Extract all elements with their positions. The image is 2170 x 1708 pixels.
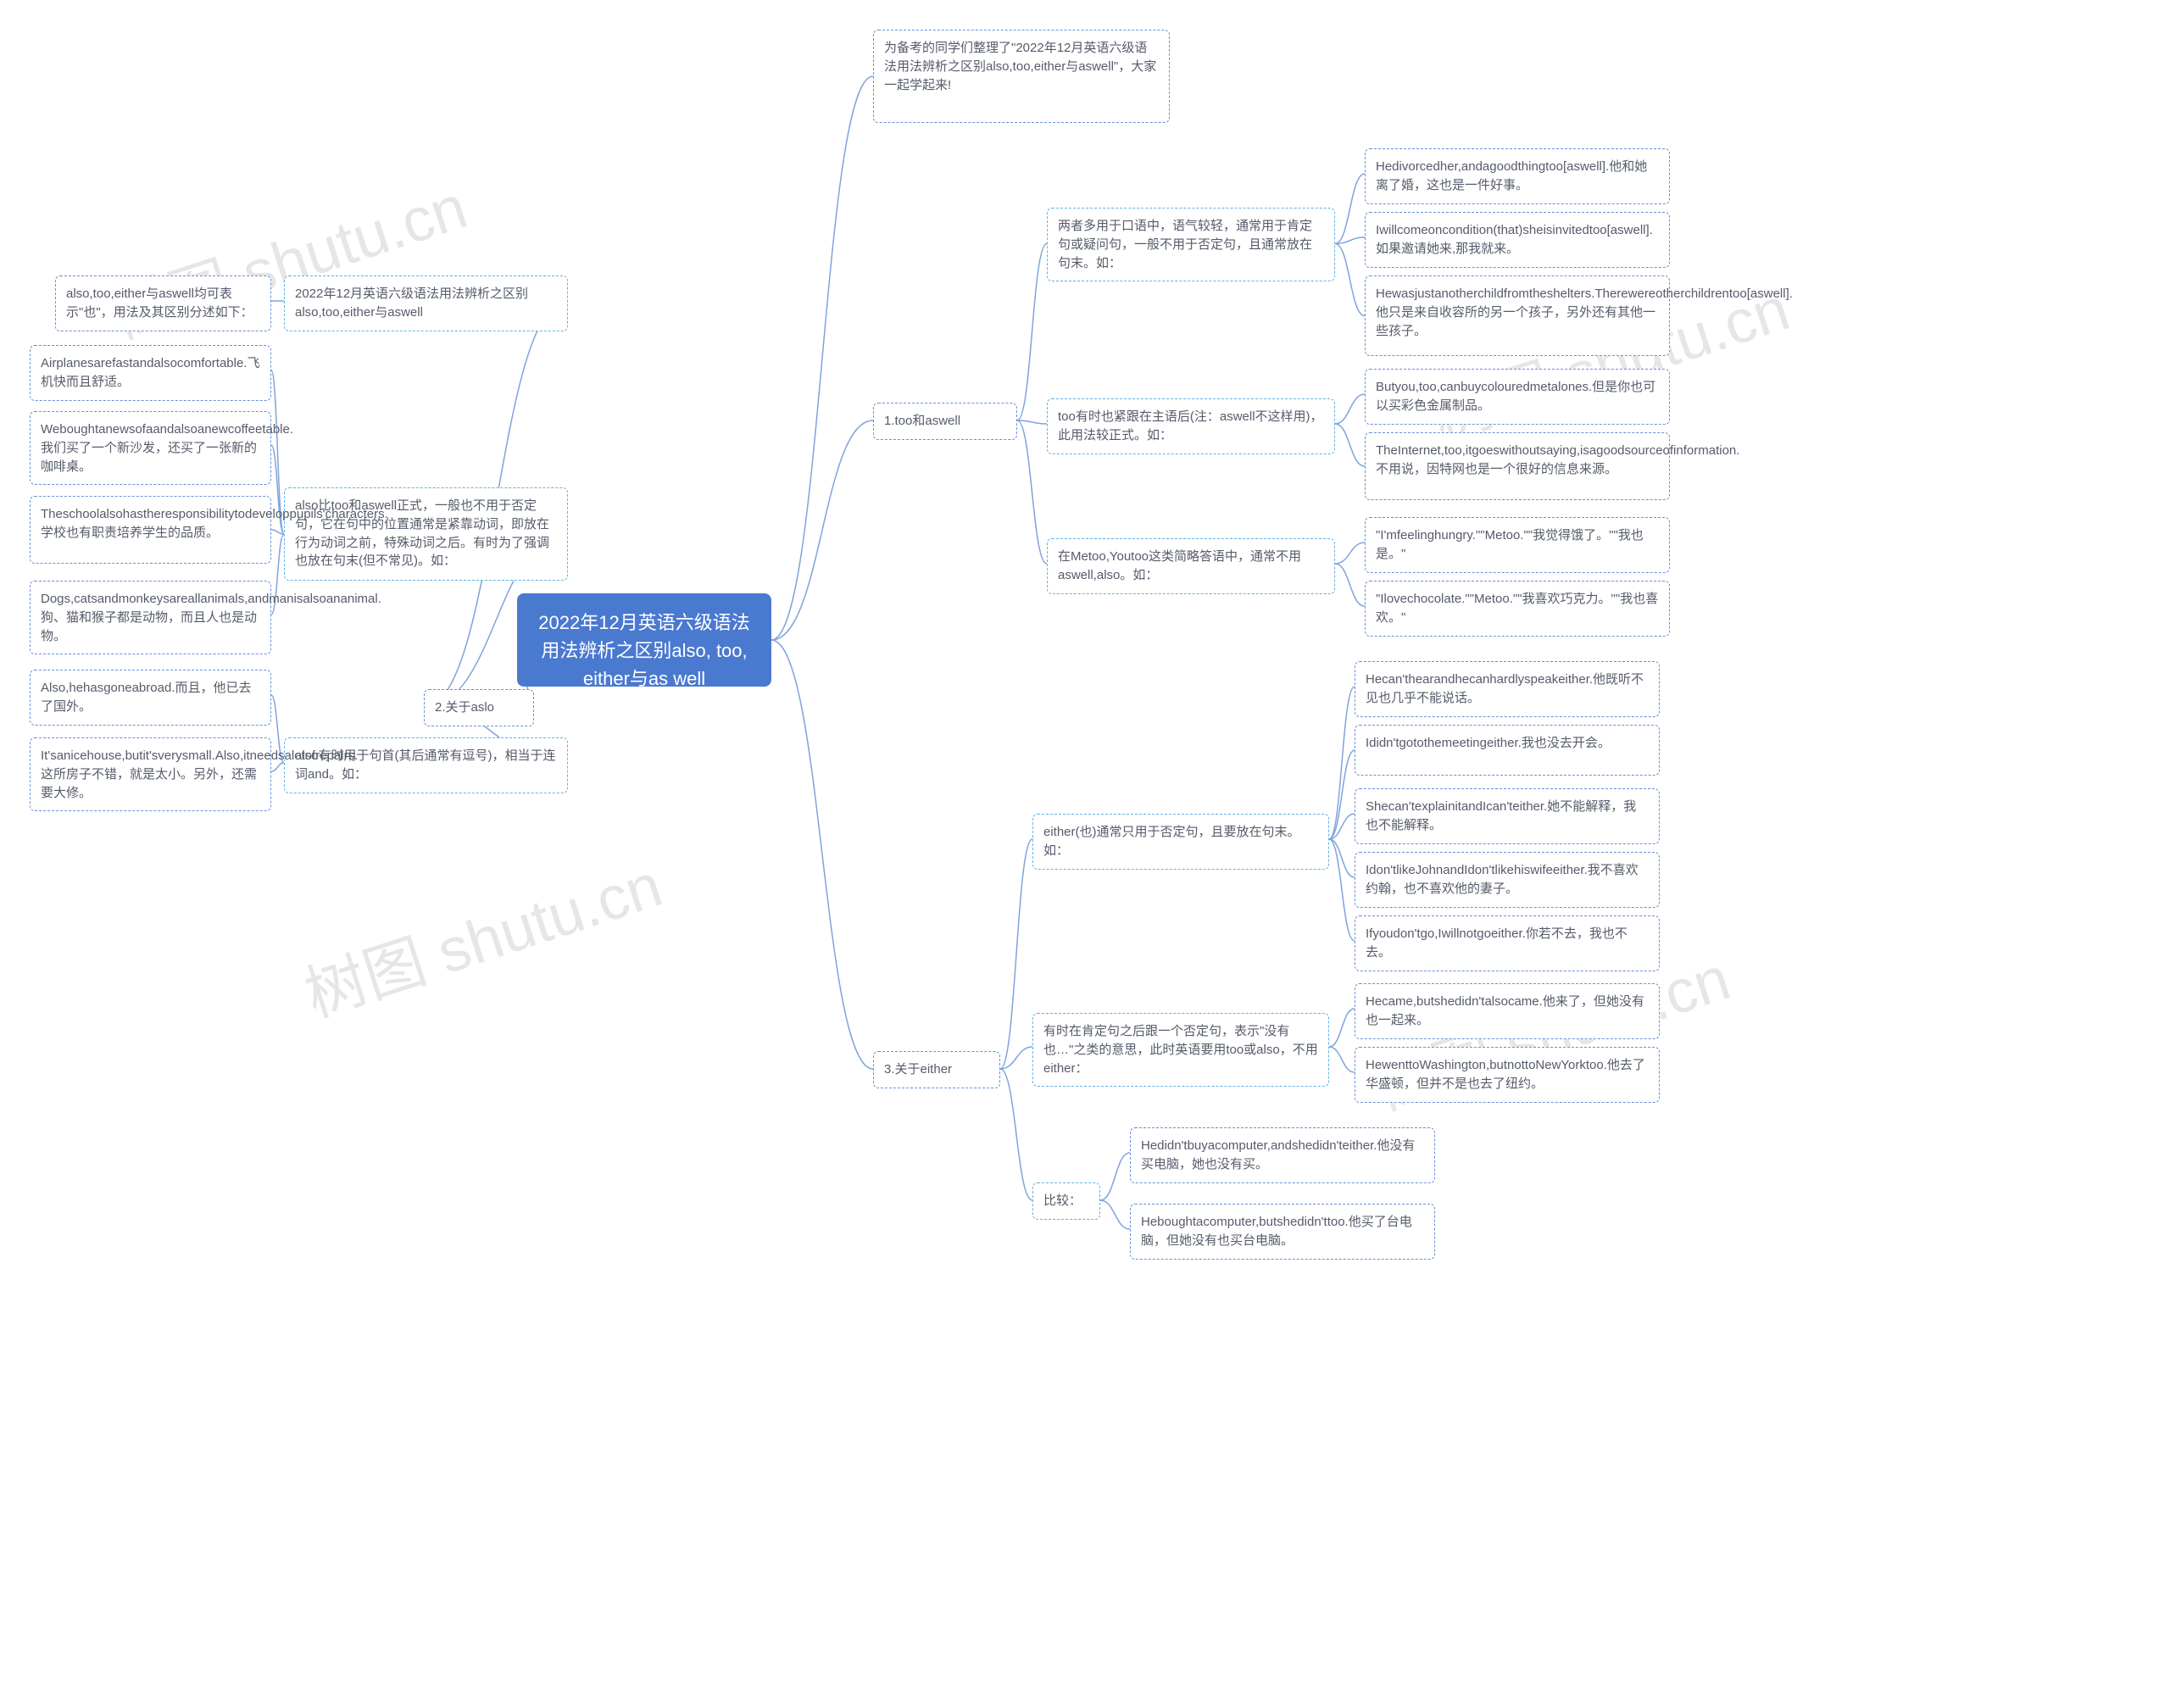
leaf-node: Hecame,butshedidn'talsocame.他来了，但她没有也一起来… xyxy=(1355,983,1660,1039)
leaf-node: Theschoolalsohastheresponsibilitytodevel… xyxy=(30,496,271,564)
leaf-node: Butyou,too,canbuycolouredmetalones.但是你也可… xyxy=(1365,369,1670,425)
leaf-node: Hedivorcedher,andagoodthingtoo[aswell].他… xyxy=(1365,148,1670,204)
leaf-node: Also,hehasgoneabroad.而且，他已去了国外。 xyxy=(30,670,271,726)
leaf-node: Hecan'thearandhecanhardlyspeakeither.他既听… xyxy=(1355,661,1660,717)
b1-child-1: 两者多用于口语中，语气较轻，通常用于肯定句或疑问句，一般不用于否定句，且通常放在… xyxy=(1047,208,1335,281)
branch-2-title: 2.关于aslo xyxy=(424,689,534,726)
b2-child-1: also比too和aswell正式，一般也不用于否定句，它在句中的位置通常是紧靠… xyxy=(284,487,568,581)
b2-child-2: also有时用于句首(其后通常有逗号)，相当于连词and。如： xyxy=(284,737,568,793)
branch-1-title: 1.too和aswell xyxy=(873,403,1017,440)
leaf-node: Heboughtacomputer,butshedidn'ttoo.他买了台电脑… xyxy=(1130,1204,1435,1260)
intro-node: 为备考的同学们整理了"2022年12月英语六级语法用法辨析之区别also,too… xyxy=(873,30,1170,123)
b2-top-node: 2022年12月英语六级语法用法辨析之区别also,too,either与asw… xyxy=(284,275,568,331)
leaf-node: Hedidn'tbuyacomputer,andshedidn'teither.… xyxy=(1130,1127,1435,1183)
leaf-node: Airplanesarefastandalsocomfortable.飞机快而且… xyxy=(30,345,271,401)
leaf-node: Hewasjustanotherchildfromtheshelters.The… xyxy=(1365,275,1670,356)
b3-child-3: 比较： xyxy=(1032,1182,1100,1220)
b1-child-2: too有时也紧跟在主语后(注：aswell不这样用)，此用法较正式。如： xyxy=(1047,398,1335,454)
leaf-node: Ifyoudon'tgo,Iwillnotgoeither.你若不去，我也不去。 xyxy=(1355,915,1660,971)
center-node: 2022年12月英语六级语法用法辨析之区别also, too,either与as… xyxy=(517,593,771,687)
leaf-node: also,too,either与aswell均可表示"也"，用法及其区别分述如下… xyxy=(55,275,271,331)
leaf-node: Dogs,catsandmonkeysareallanimals,andmani… xyxy=(30,581,271,654)
leaf-node: "Ilovechocolate.""Metoo.""我喜欢巧克力。""我也喜欢。… xyxy=(1365,581,1670,637)
watermark: 树图 shutu.cn xyxy=(292,835,670,1034)
leaf-node: HewenttoWashington,butnottoNewYorktoo.他去… xyxy=(1355,1047,1660,1103)
leaf-node: Weboughtanewsofaandalsoanewcoffeetable.我… xyxy=(30,411,271,485)
leaf-node: It'sanicehouse,butit'sverysmall.Also,itn… xyxy=(30,737,271,811)
leaf-node: "I'mfeelinghungry.""Metoo.""我觉得饿了。""我也是。… xyxy=(1365,517,1670,573)
leaf-node: Ididn'tgotothemeetingeither.我也没去开会。 xyxy=(1355,725,1660,776)
branch-3-title: 3.关于either xyxy=(873,1051,1000,1088)
leaf-node: Idon'tlikeJohnandIdon'tlikehiswifeeither… xyxy=(1355,852,1660,908)
leaf-node: Shecan'texplainitandIcan'teither.她不能解释，我… xyxy=(1355,788,1660,844)
leaf-node: Iwillcomeoncondition(that)sheisinvitedto… xyxy=(1365,212,1670,268)
leaf-node: TheInternet,too,itgoeswithoutsaying,isag… xyxy=(1365,432,1670,500)
b3-child-2: 有时在肯定句之后跟一个否定句，表示"没有也…"之类的意思，此时英语要用too或a… xyxy=(1032,1013,1329,1087)
b3-child-1: either(也)通常只用于否定句，且要放在句末。如： xyxy=(1032,814,1329,870)
b1-child-3: 在Metoo,Youtoo这类简略答语中，通常不用aswell,also。如： xyxy=(1047,538,1335,594)
